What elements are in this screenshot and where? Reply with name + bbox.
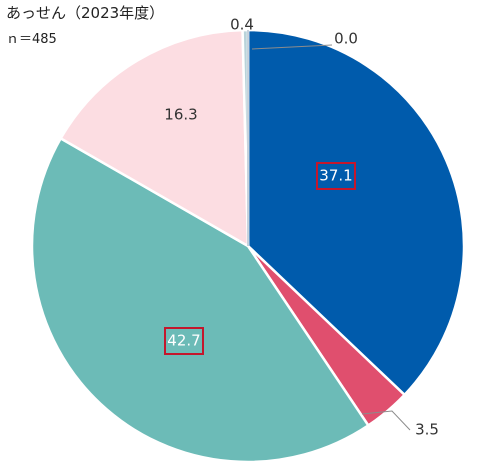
pie-slice-42-7	[30, 136, 371, 464]
data-label-3-5: 3.5	[415, 421, 439, 439]
pie-slice-16-3	[59, 28, 250, 249]
data-label-16-3: 16.3	[164, 106, 197, 124]
data-label-37-1: 37.1	[319, 167, 352, 185]
sample-size-label: ｎ＝485	[6, 32, 57, 47]
highlight-box-37-1	[316, 162, 356, 190]
data-label-42-7: 42.7	[167, 332, 200, 350]
leader-lines	[251, 44, 411, 431]
pie-slices	[30, 28, 466, 464]
pie-slice-37-1	[246, 28, 466, 397]
data-labels: 37.1 3.5 42.7 16.3 0.4 0.0	[164, 16, 439, 439]
highlight-box-42-7	[164, 327, 204, 355]
leader-line-3-5	[361, 410, 411, 431]
data-label-0-4: 0.4	[230, 16, 254, 34]
chart-title: あっせん（2023年度）	[6, 4, 165, 22]
data-label-0-0: 0.0	[334, 30, 358, 48]
leader-line-0-0	[251, 44, 333, 50]
